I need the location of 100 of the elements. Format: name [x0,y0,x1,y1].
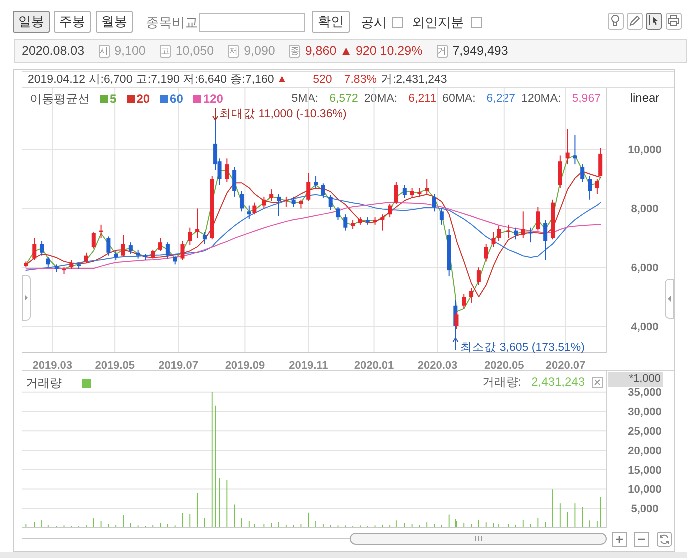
text: 7.83% [344,74,377,86]
candlestick [306,172,311,202]
button: 주봉 [54,11,91,33]
candlestick [328,194,333,211]
candlestick [122,234,126,258]
annotation: 최소값 3,605 (173.51%) [460,342,586,354]
text: linear [630,91,660,105]
legend-label: 20 [136,92,150,106]
text: 거 [438,44,447,58]
y-tick-label: 30,000 [628,406,662,419]
candlestick [128,242,133,255]
text: ▲ [277,74,288,85]
candlestick [180,240,185,261]
x-tick-label: 2020.07 [546,360,586,372]
legend-label: 120 [203,92,224,106]
button: 일봉 [13,11,50,33]
candlestick [344,214,348,232]
annotation: 60MA: 6,227 [442,93,516,105]
annotation: 120MA: 5,967 [522,93,601,105]
candlestick [425,178,430,194]
text: 종 [290,44,300,58]
candlestick [573,134,578,166]
annotation: 최대값 11,000 (-10.36%) [220,108,347,120]
text: 9,860 ▲ 920 10.29% [305,44,423,58]
candlestick [232,167,237,198]
text: 공시 [361,15,387,30]
y-tick-label: 6,000 [631,262,659,275]
candlestick [158,238,163,252]
text: 고 [160,44,170,58]
y-tick-label: 35,000 [628,387,662,400]
candlestick [440,208,444,226]
candlestick [92,232,96,250]
candlestick [595,178,600,194]
x-tick-label: 2019.05 [95,360,135,372]
candlestick [336,206,340,221]
legend-label: 거래량 [26,376,62,390]
text: 외인지분 [412,15,464,30]
candlestick [196,208,200,239]
candlestick [314,176,318,189]
text: 9,100 [114,44,146,58]
text: 9,090 [244,44,276,58]
candlestick [558,155,562,189]
candlestick [588,176,592,200]
candlestick [188,227,192,246]
y-tick-label: 15,000 [628,464,662,477]
x-tick-label: 2019.03 [32,360,73,372]
candlestick [402,184,407,199]
candlestick [380,214,385,232]
text: *1,000 [629,373,661,385]
candlestick [476,267,481,286]
candlestick [462,294,466,310]
y-tick-label: 5,000 [631,504,659,516]
candlestick [580,164,585,183]
candlestick [536,206,540,232]
candlestick [99,224,104,239]
annotation: 20MA: 6,211 [364,93,437,105]
legend-title: 이동평균선 [30,92,90,106]
candlestick [292,196,296,208]
candlestick [270,189,274,202]
x-tick-label: 2020.01 [354,360,394,372]
candlestick [528,227,533,244]
text: 7,949,493 [452,44,508,58]
candlestick [470,288,474,304]
candlestick [514,227,518,240]
text: 520 [313,74,332,86]
button: 월봉 [96,11,133,33]
y-tick-label: 20,000 [628,445,662,458]
candlestick [497,226,502,242]
annotation: 5MA: 6,572 [292,93,358,105]
x-tick-label: 2019.09 [225,360,266,372]
legend-label: 60 [170,92,184,106]
candlestick [492,232,496,248]
candlestick [84,252,88,264]
candlestick [284,196,288,208]
candlestick [506,224,511,239]
legend-label: 5 [110,92,117,106]
text: 거:2,431,243 [380,74,448,86]
candlestick [388,204,392,218]
candlestick [432,194,437,212]
x-tick-label: 2019.11 [289,360,328,372]
candlestick [40,240,44,256]
candlestick [484,244,488,262]
y-tick-label: 25,000 [628,426,662,438]
text: 시 [100,44,109,58]
candlestick [598,148,603,178]
candlestick [32,238,37,261]
candlestick [166,242,170,260]
y-tick-label: 8,000 [631,204,659,216]
candlestick [394,182,398,205]
candlestick [277,194,282,217]
x-tick-label: 2020.03 [418,360,458,372]
candlestick [46,256,50,268]
candlestick [566,128,570,166]
candlestick [252,202,257,216]
text: 저 [229,44,238,58]
text: 종목비교 [146,15,198,30]
x-tick-label: 2020.05 [484,360,524,372]
text: 2020.08.03 [22,44,85,58]
annotation: 거래량: 2,431,243 [482,374,585,389]
candlestick [544,220,548,261]
